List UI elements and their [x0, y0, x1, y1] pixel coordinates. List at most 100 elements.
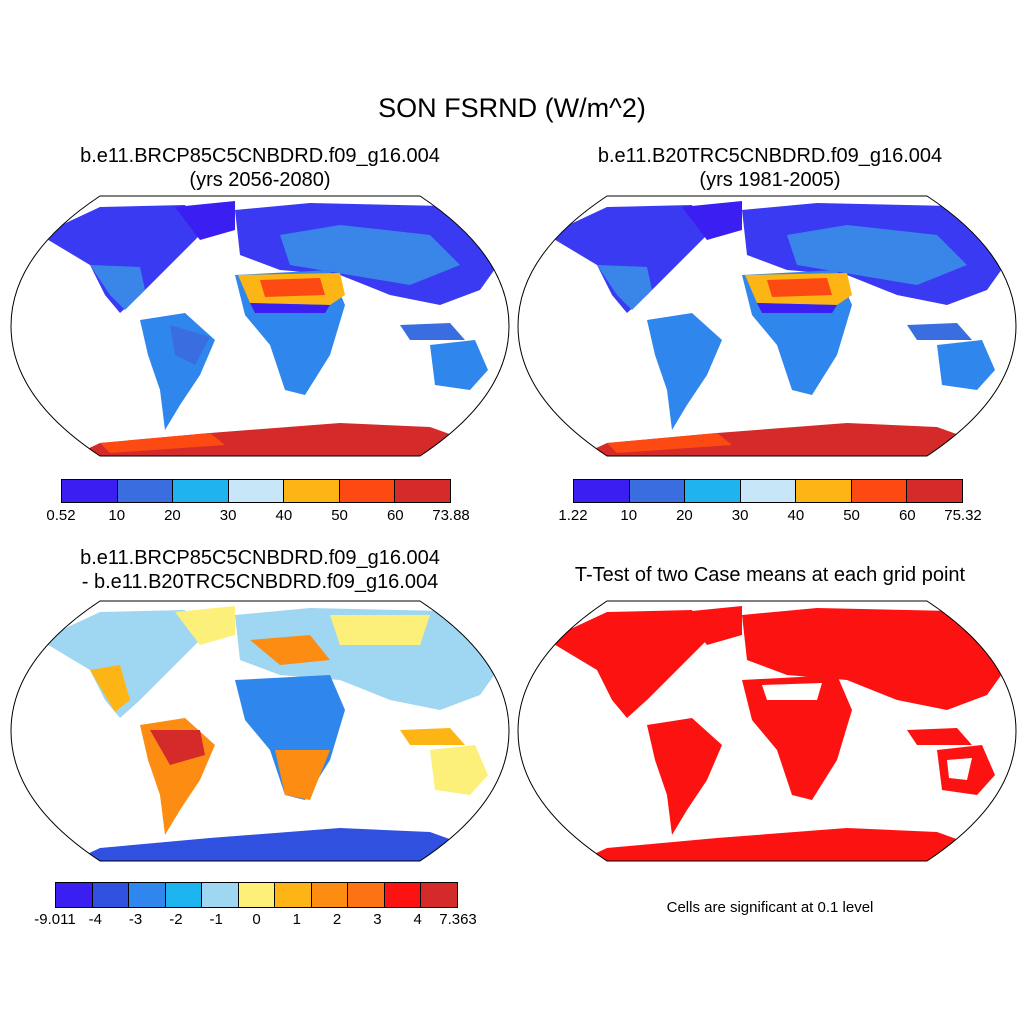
colorbar-tick-label: 30: [731, 507, 749, 524]
panel-1-map: [10, 195, 510, 457]
antarctica-edge: [100, 433, 225, 453]
colorbar-tick-label: 60: [386, 507, 404, 524]
australia: [937, 340, 995, 390]
antarctica: [577, 828, 987, 861]
colorbar-tick-label: 1: [292, 911, 301, 928]
colorbar-swatch: [796, 480, 852, 502]
maritime: [400, 323, 465, 340]
colorbar-tick-label: 30: [219, 507, 237, 524]
sahel: [757, 303, 837, 313]
colorbar-swatch: [56, 883, 93, 907]
colorbar-tick-label: 73.88: [432, 507, 470, 524]
panel-2-colorbar: [573, 479, 963, 503]
north-america: [40, 610, 200, 718]
colorbar-swatch: [62, 480, 118, 502]
australia: [430, 745, 488, 795]
colorbar-swatch: [348, 883, 385, 907]
panel-2-title-line1: b.e11.B20TRC5CNBDRD.f09_g16.004: [597, 145, 943, 167]
north-america-west: [90, 665, 130, 712]
colorbar-tick-label: 20: [164, 507, 181, 524]
europe: [250, 635, 330, 665]
colorbar-swatch: [384, 883, 422, 907]
greenland: [682, 606, 742, 645]
colorbar-swatch: [165, 883, 203, 907]
colorbar-tick-label: 50: [331, 507, 348, 524]
colorbar-tick-label: 75.32: [944, 507, 982, 524]
panel-4-map: [517, 600, 1017, 862]
antarctica: [70, 828, 480, 861]
colorbar-tick-label: 1.22: [558, 507, 588, 524]
panel-3-colorbar: [55, 882, 458, 908]
colorbar-swatch: [574, 480, 630, 502]
north-america: [547, 610, 707, 718]
north-america-south: [90, 265, 145, 310]
colorbar-tick-label: -9.011: [34, 911, 76, 928]
colorbar-swatch: [228, 480, 285, 502]
sahara-hot: [767, 278, 832, 297]
colorbar-tick-label: 0.52: [46, 507, 76, 524]
greenland: [175, 606, 235, 645]
panel-1-title-line1: b.e11.BRCP85C5CNBDRD.f09_g16.004: [80, 145, 440, 167]
colorbar-swatch: [238, 883, 276, 907]
colorbar-tick-label: -3: [128, 911, 143, 928]
sahel: [250, 303, 330, 313]
amazon: [150, 730, 205, 765]
colorbar-tick-label: 10: [108, 507, 126, 524]
siberia: [330, 615, 430, 645]
colorbar-swatch: [685, 480, 741, 502]
colorbar-tick-label: -1: [209, 911, 223, 928]
panel-3-map: [10, 600, 510, 862]
panel-3-colorbar-labels: -9.011 -4 -3 -2 -1 0 1 2 3 4 7.363: [34, 911, 476, 931]
colorbar-tick-label: 50: [843, 507, 860, 524]
antarctica: [577, 423, 987, 456]
colorbar-tick-label: 2: [332, 911, 342, 928]
colorbar-swatch: [907, 480, 963, 502]
eurasia-mid: [787, 225, 967, 285]
maritime: [907, 728, 972, 745]
colorbar-tick-label: 40: [787, 507, 805, 524]
panel-1-colorbar-labels: 0.52 10 20 30 40 50 60 73.88: [46, 507, 469, 527]
colorbar-swatch: [173, 480, 229, 502]
maritime: [907, 323, 972, 340]
eurasia: [235, 608, 505, 710]
significance-note: Cells are significant at 0.1 level: [666, 899, 874, 916]
colorbar-swatch: [275, 883, 312, 907]
antarctica-edge: [607, 433, 732, 453]
panel-3-title: b.e11.BRCP85C5CNBDRD.f09_g16.004 - b.e11…: [30, 546, 490, 594]
colorbar-swatch: [117, 480, 174, 502]
south-america: [647, 313, 722, 430]
colorbar-swatch: [92, 883, 130, 907]
maritime: [400, 728, 465, 745]
colorbar-swatch: [284, 480, 340, 502]
panel-1-title: b.e11.BRCP85C5CNBDRD.f09_g16.004 (yrs 20…: [30, 144, 490, 192]
colorbar-tick-label: 4: [413, 911, 422, 928]
colorbar-swatch: [851, 480, 908, 502]
panel-2-title-line2: (yrs 1981-2005): [699, 169, 841, 191]
south-america: [647, 718, 722, 835]
eurasia: [742, 608, 1012, 710]
south-america-east: [170, 325, 210, 365]
colorbar-tick-label: -2: [169, 911, 183, 928]
colorbar-tick-label: 0: [252, 911, 261, 928]
greenland: [682, 201, 742, 240]
africa: [742, 675, 852, 800]
panel-3-title-line2: - b.e11.B20TRC5CNBDRD.f09_g16.004: [81, 571, 439, 593]
colorbar-tick-label: 20: [676, 507, 693, 524]
north-america-south: [597, 265, 652, 310]
colorbar-tick-label: 7.363: [439, 911, 477, 928]
colorbar-swatch: [202, 883, 239, 907]
colorbar-swatch: [395, 480, 451, 502]
colorbar-tick-label: 10: [620, 507, 638, 524]
panel-1-title-line2: (yrs 2056-2080): [189, 169, 331, 191]
eurasia-mid: [280, 225, 460, 285]
panel-4-title: T-Test of two Case means at each grid po…: [574, 564, 966, 586]
australia: [430, 340, 488, 390]
africa-gap: [762, 683, 822, 700]
figure-title: SON FSRND (W/m^2): [378, 93, 646, 123]
panel-1-colorbar: [61, 479, 451, 503]
colorbar-tick-label: -4: [88, 911, 102, 928]
africa-south: [275, 750, 330, 800]
australia-gap: [947, 758, 972, 780]
colorbar-tick-label: 40: [275, 507, 293, 524]
panel-3-title-line1: b.e11.BRCP85C5CNBDRD.f09_g16.004: [80, 547, 440, 569]
